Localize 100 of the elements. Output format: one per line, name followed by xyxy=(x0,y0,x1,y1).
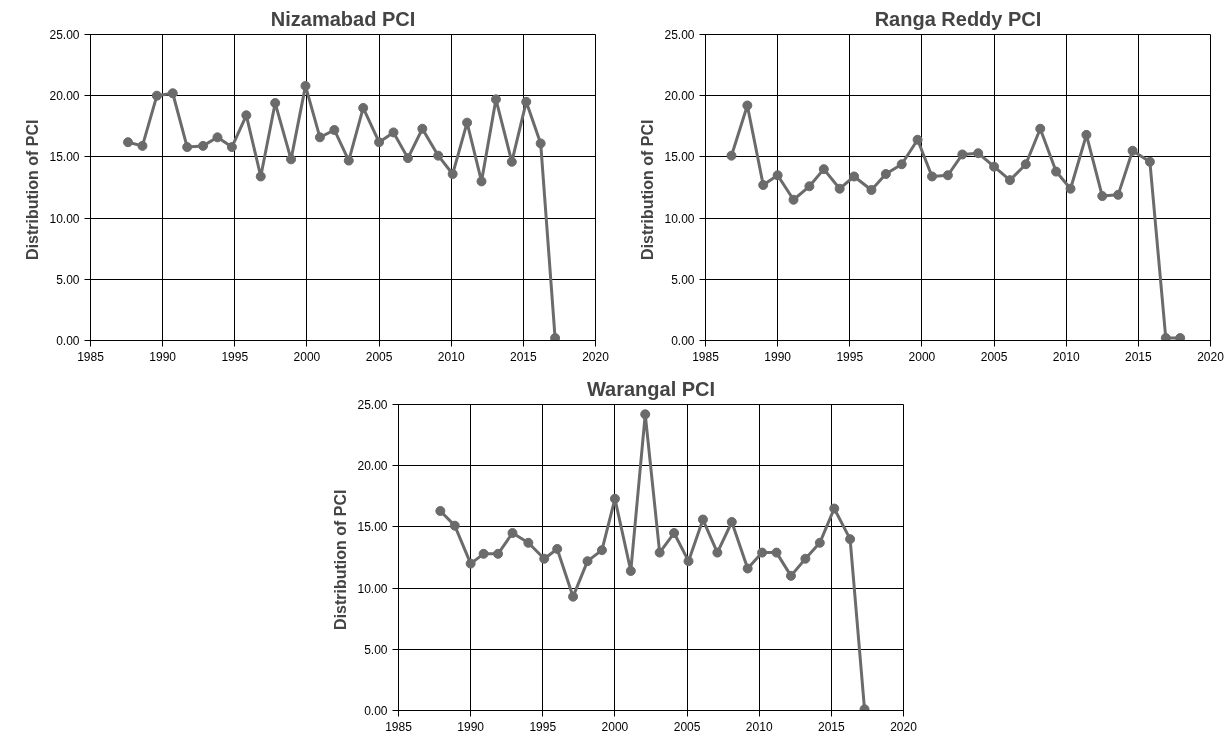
x-tick-label: 2015 xyxy=(1125,349,1153,364)
y-tick-label: 10.00 xyxy=(49,211,80,226)
point xyxy=(1127,145,1138,156)
point xyxy=(880,169,891,180)
point xyxy=(241,110,252,121)
y-axis-title: Distribution of PCI xyxy=(639,119,657,260)
chart-title: Ranga Reddy PCI xyxy=(874,7,1042,30)
point xyxy=(785,570,796,581)
x-tick-label: 1990 xyxy=(764,349,792,364)
point xyxy=(417,123,428,134)
point xyxy=(669,528,680,539)
point xyxy=(726,150,737,161)
point xyxy=(800,553,811,564)
point xyxy=(462,117,473,128)
point xyxy=(912,134,923,145)
point xyxy=(1144,156,1155,167)
y-tick-label: 10.00 xyxy=(664,211,695,226)
x-tick-label: 2015 xyxy=(818,719,846,734)
x-tick-label: 1990 xyxy=(457,719,485,734)
y-tick-label: 20.00 xyxy=(49,89,80,104)
point xyxy=(478,548,489,559)
point xyxy=(818,164,829,175)
point xyxy=(804,181,815,192)
y-tick-label: 15.00 xyxy=(357,520,388,535)
point xyxy=(286,154,297,165)
point xyxy=(771,547,782,558)
point xyxy=(742,563,753,574)
y-tick-label: 15.00 xyxy=(664,150,695,165)
y-tick-label: 0.00 xyxy=(364,704,388,718)
y-tick-label: 25.00 xyxy=(49,28,80,42)
point xyxy=(435,506,446,516)
x-tick-label: 1985 xyxy=(385,719,413,734)
point xyxy=(849,171,860,182)
point xyxy=(521,96,532,107)
point xyxy=(772,170,783,181)
y-tick-label: 15.00 xyxy=(49,150,80,165)
point xyxy=(167,88,178,99)
point xyxy=(726,517,737,527)
point xyxy=(182,142,193,153)
point xyxy=(476,176,487,187)
x-tick-label: 2020 xyxy=(1197,349,1225,364)
point xyxy=(539,553,550,564)
point xyxy=(329,124,340,135)
point xyxy=(343,155,354,166)
y-tick-label: 5.00 xyxy=(671,272,695,287)
point xyxy=(625,565,636,576)
x-tick-label: 2005 xyxy=(365,349,393,364)
point xyxy=(507,528,518,539)
y-axis-title: Distribution of PCI xyxy=(24,119,42,260)
point xyxy=(942,170,953,181)
point xyxy=(697,514,708,525)
point xyxy=(834,183,845,194)
point xyxy=(896,159,907,170)
point xyxy=(712,547,723,558)
point xyxy=(151,90,162,101)
point xyxy=(523,537,534,548)
point xyxy=(757,547,768,558)
point xyxy=(1004,175,1015,186)
point xyxy=(535,138,546,149)
point xyxy=(1097,191,1108,202)
x-tick-label: 2020 xyxy=(582,349,610,364)
point xyxy=(465,558,476,569)
x-tick-label: 2000 xyxy=(293,349,321,364)
point xyxy=(388,127,399,138)
point xyxy=(552,543,563,554)
x-tick-label: 2005 xyxy=(673,719,701,734)
point xyxy=(1113,189,1124,200)
y-tick-label: 25.00 xyxy=(664,28,695,42)
point xyxy=(957,149,968,160)
y-tick-label: 5.00 xyxy=(364,642,388,657)
point xyxy=(927,171,938,182)
x-tick-label: 2015 xyxy=(510,349,538,364)
chart-title: Nizamabad PCI xyxy=(270,7,416,30)
point xyxy=(609,493,620,504)
point xyxy=(814,537,825,548)
point xyxy=(374,137,385,148)
point xyxy=(506,156,517,167)
point xyxy=(1081,129,1092,140)
point xyxy=(198,140,209,151)
x-tick-label: 1990 xyxy=(149,349,177,364)
point xyxy=(829,503,840,514)
x-tick-label: 2010 xyxy=(1052,349,1080,364)
point xyxy=(255,171,266,182)
y-tick-label: 10.00 xyxy=(357,581,388,596)
point xyxy=(758,180,769,191)
point xyxy=(973,148,984,159)
x-tick-label: 2010 xyxy=(437,349,465,364)
point xyxy=(212,132,223,143)
point xyxy=(788,194,799,205)
point xyxy=(582,556,593,567)
point xyxy=(433,150,444,161)
point xyxy=(845,534,856,545)
point xyxy=(358,102,369,113)
point xyxy=(402,153,413,164)
point xyxy=(270,98,281,109)
point xyxy=(1065,183,1076,194)
x-tick-label: 1995 xyxy=(529,719,557,734)
point xyxy=(1160,333,1171,341)
point xyxy=(493,548,504,559)
point xyxy=(989,161,1000,172)
